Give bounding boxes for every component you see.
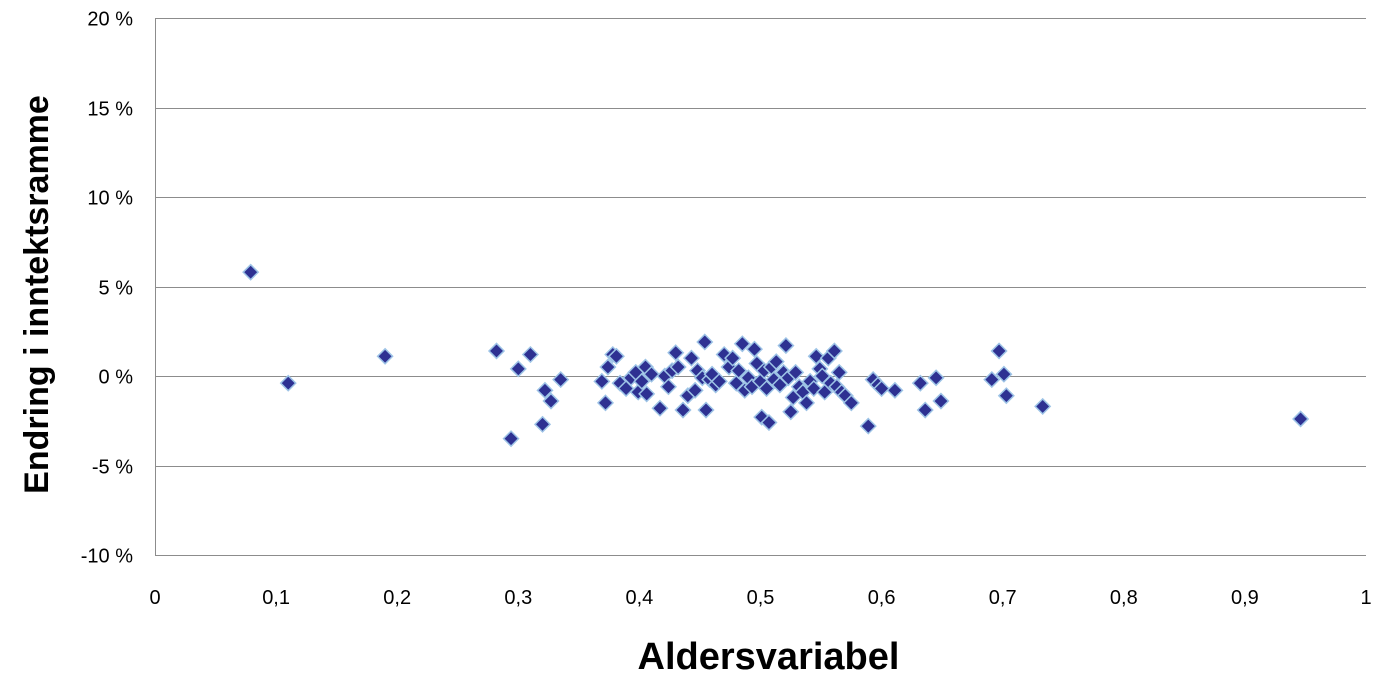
data-point (886, 381, 904, 399)
data-point (830, 363, 848, 381)
data-point (542, 392, 560, 410)
data-point (552, 371, 570, 389)
data-point (502, 430, 520, 448)
data-point (932, 392, 950, 410)
data-point (911, 374, 929, 392)
data-point (730, 362, 748, 380)
data-point (733, 335, 751, 353)
data-point (596, 394, 615, 412)
data-point (1292, 410, 1310, 428)
data-point (533, 415, 552, 433)
data-point (724, 349, 742, 367)
x-tick-label: 0,9 (1231, 587, 1259, 609)
data-point (607, 347, 625, 365)
data-point (642, 365, 661, 383)
data-point (696, 333, 714, 351)
y-tick-label: 15 % (87, 99, 133, 121)
x-tick-label: 0,5 (747, 587, 775, 609)
data-point (927, 369, 945, 387)
data-point (745, 340, 764, 358)
x-tick-label: 0,8 (1110, 587, 1138, 609)
x-tick-label: 0,6 (868, 587, 896, 609)
x-axis-title: Aldersvariabel (638, 636, 900, 673)
x-tick-label: 0,3 (504, 587, 532, 609)
data-point (997, 387, 1015, 405)
data-point (825, 342, 843, 360)
x-tick-label: 1 (1360, 587, 1371, 609)
data-point (521, 345, 539, 364)
data-point (995, 365, 1013, 383)
data-point (983, 371, 1001, 389)
y-tick-label: 10 % (87, 188, 133, 210)
data-point (807, 347, 825, 365)
y-tick-label: -5 % (92, 457, 133, 479)
x-tick-label: 0,7 (989, 587, 1017, 609)
x-tick-label: 0,1 (262, 587, 290, 609)
data-point (633, 372, 651, 390)
y-tick-label: 20 % (87, 9, 133, 31)
data-point (667, 344, 685, 362)
data-points (242, 263, 1310, 448)
data-point (659, 378, 678, 396)
data-point (593, 372, 611, 390)
y-tick-label: -10 % (81, 546, 133, 568)
data-point (757, 379, 776, 398)
data-point (674, 401, 692, 419)
data-point (787, 363, 805, 381)
x-tick-labels: 0 0,1 0,2 0,3 0,4 0,5 0,6 0,7 0,8 0,9 1 (149, 587, 1371, 609)
data-point (916, 401, 934, 419)
data-point (599, 358, 617, 376)
data-point (1034, 397, 1052, 415)
data-point (797, 394, 816, 412)
gridlines (155, 18, 1366, 556)
data-point (990, 342, 1008, 360)
data-point (669, 358, 687, 376)
data-point (767, 353, 785, 371)
data-point (710, 372, 728, 390)
data-point (376, 347, 394, 365)
y-axis-title: Endring i inntektsramme (18, 95, 56, 494)
data-point (509, 360, 527, 378)
data-point (777, 337, 795, 355)
y-tick-labels: 20 % 15 % 10 % 5 % 0 % -5 % -10 % (81, 9, 133, 568)
data-point (279, 374, 297, 392)
data-point (760, 413, 778, 432)
data-point (487, 342, 506, 360)
y-tick-label: 5 % (99, 278, 134, 300)
data-point (536, 381, 554, 399)
data-point (697, 401, 715, 419)
y-tick-label: 0 % (99, 367, 134, 389)
data-point (682, 349, 701, 367)
data-point (242, 263, 260, 281)
data-point (859, 417, 877, 435)
x-tick-label: 0 (149, 587, 160, 609)
data-point (686, 381, 704, 399)
data-point (842, 394, 860, 412)
data-point (638, 385, 656, 403)
data-point (873, 379, 891, 398)
data-point (782, 403, 800, 421)
data-point (651, 399, 669, 417)
x-tick-label: 0,2 (383, 587, 411, 609)
x-tick-label: 0,4 (625, 587, 653, 609)
